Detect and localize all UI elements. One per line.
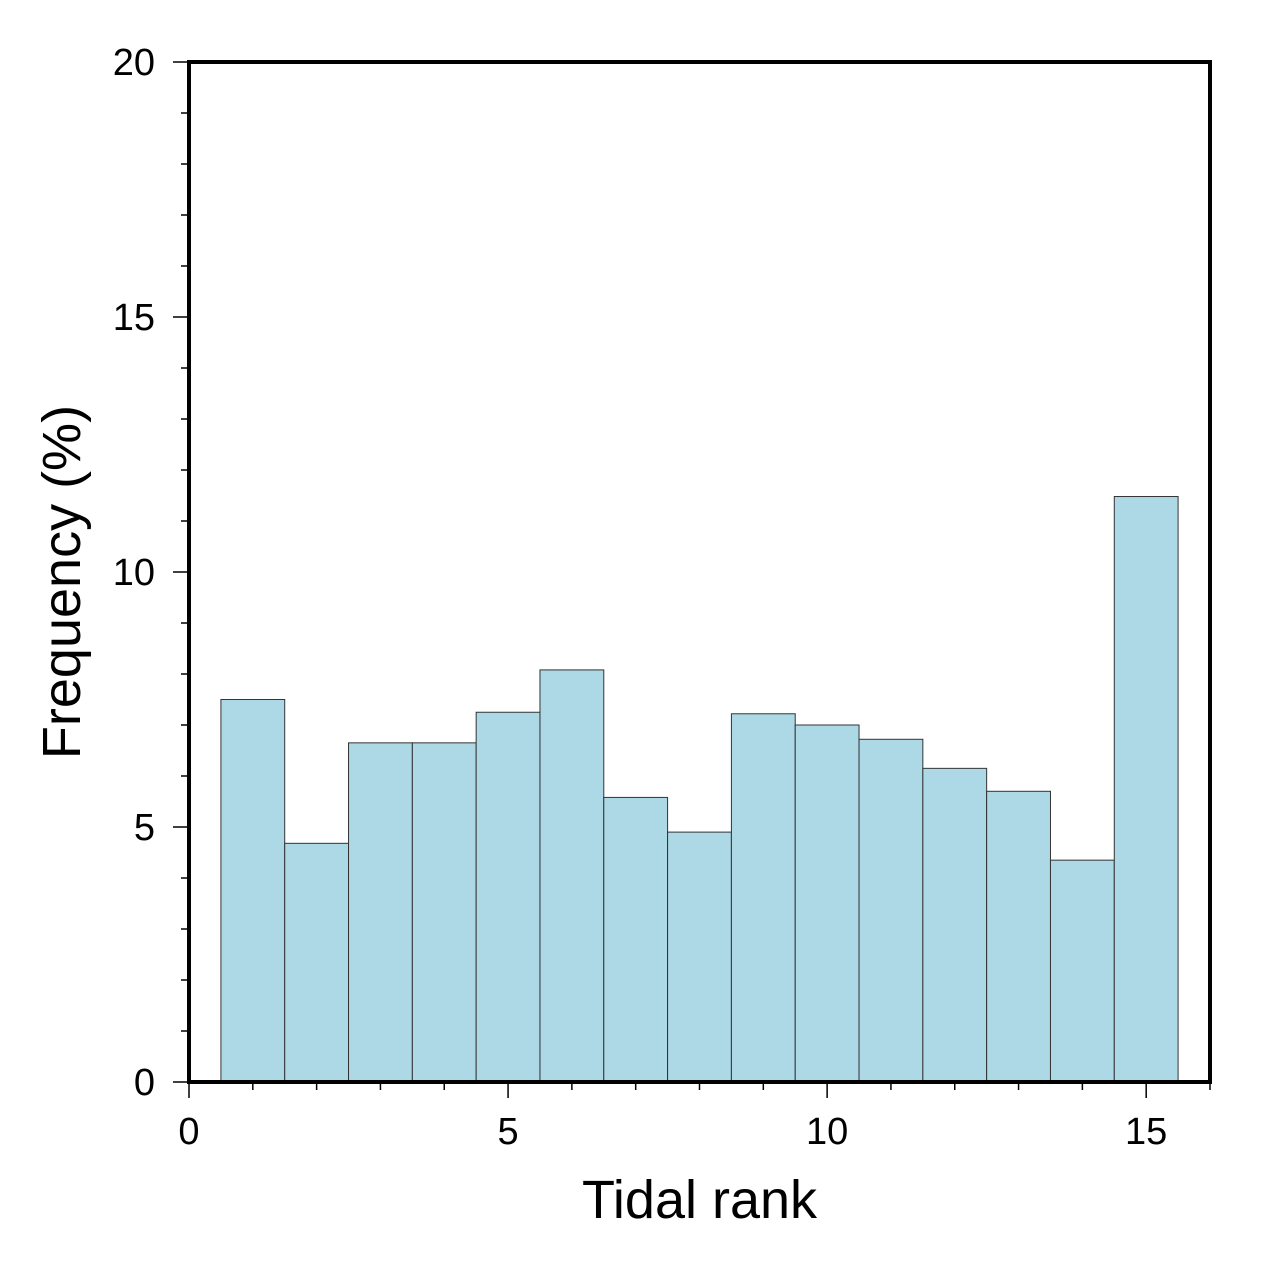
bar-13: [986, 790, 1051, 1083]
bars-group: [220, 496, 1179, 1083]
x-tick-label-5: 5: [497, 1111, 518, 1153]
x-tick-label-10: 10: [806, 1111, 848, 1153]
y-tick-label-5: 5: [134, 807, 155, 849]
tick-labels-group: 0 5 10 15 0 5 10 15 20: [113, 42, 1168, 1153]
x-axis-title: Tidal rank: [582, 1170, 818, 1230]
y-axis-title: Frequency (%): [32, 405, 92, 759]
y-tick-label-10: 10: [113, 552, 155, 594]
y-tick-label-20: 20: [113, 42, 155, 84]
y-tick-label-15: 15: [113, 297, 155, 339]
bar-8: [667, 831, 732, 1083]
plot-frame: [187, 60, 1212, 1084]
x-tick-label-0: 0: [178, 1111, 199, 1153]
bar-6: [539, 669, 605, 1083]
bar-9: [730, 713, 796, 1083]
bar-15: [1113, 496, 1179, 1083]
bar-10: [794, 724, 860, 1083]
bar-4: [411, 742, 477, 1083]
bar-14: [1049, 859, 1115, 1083]
bar-1: [220, 699, 286, 1083]
bar-12: [922, 767, 988, 1083]
bar-5: [475, 711, 541, 1083]
x-tick-label-15: 15: [1125, 1111, 1167, 1153]
bar-7: [603, 796, 669, 1083]
bar-11: [858, 738, 924, 1083]
bar-2: [284, 842, 350, 1083]
y-tick-label-0: 0: [134, 1062, 155, 1104]
bar-3: [348, 742, 413, 1083]
